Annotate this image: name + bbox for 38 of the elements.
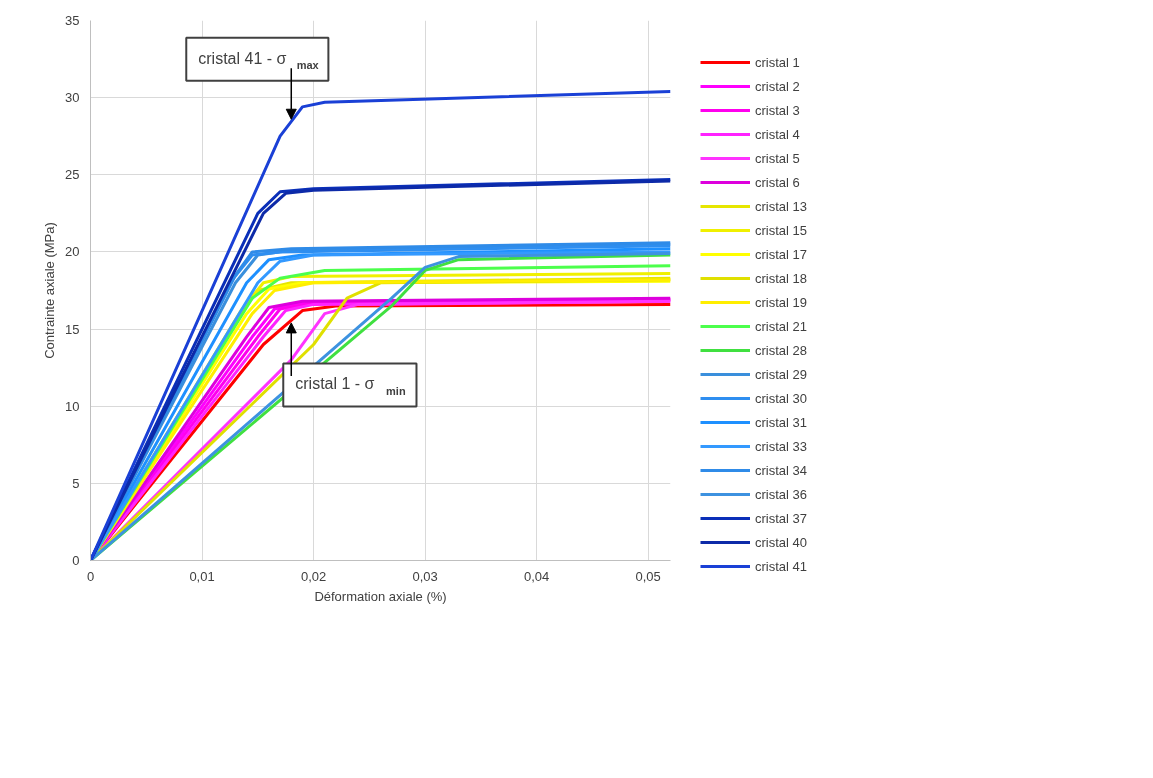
legend-label: cristal 15 [755,221,808,240]
x-tick-label: 0,05 [635,568,661,584]
y-tick-label: 10 [65,398,80,414]
x-tick-label: 0,02 [300,568,327,584]
legend-label: cristal 4 [755,125,800,144]
legend-label: cristal 13 [755,197,808,216]
y-tick-label: 35 [65,13,80,28]
y-tick-label: 0 [72,553,80,568]
legend-label: cristal 31 [755,413,808,432]
y-tick-label: 30 [65,90,80,106]
legend-label: cristal 28 [755,341,808,360]
y-tick-label: 25 [65,167,80,183]
legend-label: cristal 2 [755,77,800,96]
legend-label: cristal 34 [755,461,808,480]
legend-label: cristal 21 [755,317,808,336]
legend-label: cristal 29 [755,365,808,384]
y-axis-title: Contrainte axiale (MPa) [42,222,58,359]
legend-label: cristal 40 [755,533,808,552]
legend-label: cristal 18 [755,269,808,288]
legend-label: cristal 33 [755,437,808,456]
x-tick-label: 0 [86,568,95,584]
legend-label: cristal 36 [755,485,808,504]
legend-label: cristal 41 [755,557,808,576]
legend-label: cristal 30 [755,389,808,408]
x-tick-label: 0,04 [524,568,550,584]
y-tick-label: 20 [65,244,80,260]
y-tick-label: 15 [65,321,80,337]
legend-label: cristal 5 [755,149,800,168]
legend-label: cristal 17 [755,245,808,264]
x-tick-label: 0,01 [189,568,215,584]
legend-label: cristal 3 [755,101,800,120]
legend-label: cristal 6 [755,173,800,192]
x-tick-label: 0,03 [412,568,438,584]
legend-label: cristal 19 [755,293,808,312]
legend-label: cristal 1 [755,53,800,72]
legend-label: cristal 37 [755,509,808,528]
x-axis-title: Déformation axiale (%) [314,588,447,604]
y-tick-label: 5 [72,475,80,491]
